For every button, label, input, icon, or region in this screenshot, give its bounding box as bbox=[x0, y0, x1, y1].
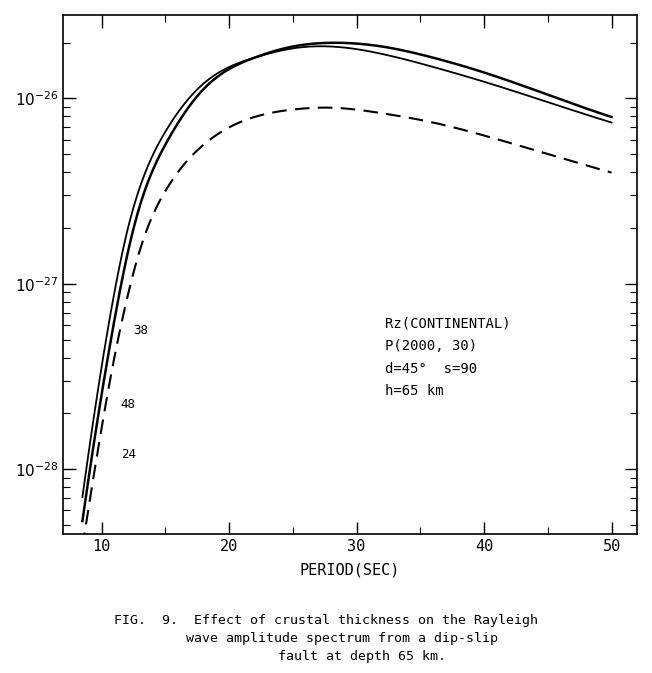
Text: 38: 38 bbox=[134, 324, 149, 336]
Text: FIG.  9.  Effect of crustal thickness on the Rayleigh
    wave amplitude spectru: FIG. 9. Effect of crustal thickness on t… bbox=[114, 614, 538, 663]
X-axis label: PERIOD(SEC): PERIOD(SEC) bbox=[300, 562, 400, 577]
Text: 24: 24 bbox=[121, 448, 136, 461]
Text: 48: 48 bbox=[121, 398, 136, 411]
Text: Rz(CONTINENTAL)
P(2000, 30)
d=45°  s=90
h=65 km: Rz(CONTINENTAL) P(2000, 30) d=45° s=90 h… bbox=[385, 316, 511, 398]
